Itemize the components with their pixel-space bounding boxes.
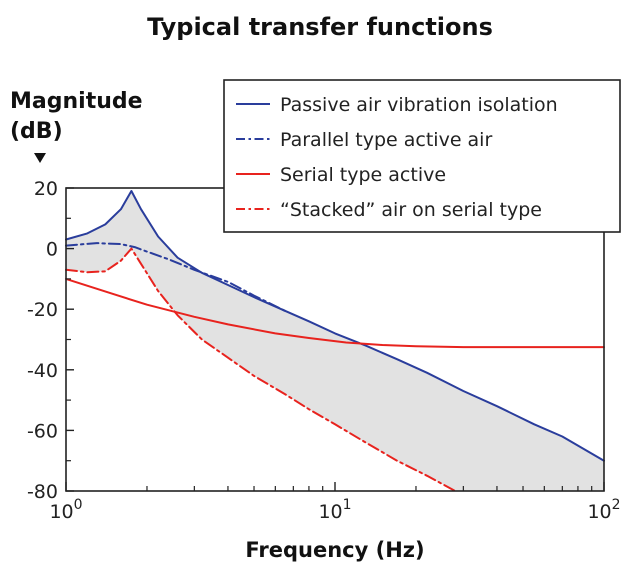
legend-item-label: “Stacked” air on serial type: [280, 199, 542, 221]
series-line-3: [65, 277, 605, 349]
legend-item-label: Serial type active: [280, 164, 446, 186]
y-tick-label: 0: [46, 239, 58, 261]
series-line-2: [65, 242, 286, 312]
series-line-4: [65, 247, 457, 492]
x-tick-label: 100: [49, 497, 82, 523]
legend-item-label: Passive air vibration isolation: [280, 94, 558, 116]
y-tick-label: -20: [27, 299, 58, 321]
y-axis-label-line2: (dB): [10, 119, 63, 144]
x-axis-label: Frequency (Hz): [245, 538, 424, 562]
y-tick-label: -80: [27, 481, 58, 503]
y-axis-arrow-icon: [34, 153, 46, 163]
legend: Passive air vibration isolation Parallel …: [223, 79, 621, 233]
series-layer: [65, 190, 605, 492]
y-tick-label: 20: [34, 178, 58, 200]
x-tick-label: 101: [318, 497, 351, 523]
y-tick-label: -40: [27, 360, 58, 382]
chart-title: Typical transfer functions: [147, 13, 493, 41]
y-axis-label-line1: Magnitude: [10, 89, 143, 114]
legend-item-label: Parallel type active air: [280, 129, 492, 151]
legend-box: [223, 79, 621, 233]
x-ticks: 100 101 102: [49, 482, 621, 523]
x-tick-label: 102: [587, 497, 620, 523]
y-tick-label: -60: [27, 420, 58, 442]
plot-area: 20 0 -20 -40 -60 -80 100 101 102: [27, 178, 621, 523]
y-ticks: 20 0 -20 -40 -60 -80: [27, 178, 74, 503]
